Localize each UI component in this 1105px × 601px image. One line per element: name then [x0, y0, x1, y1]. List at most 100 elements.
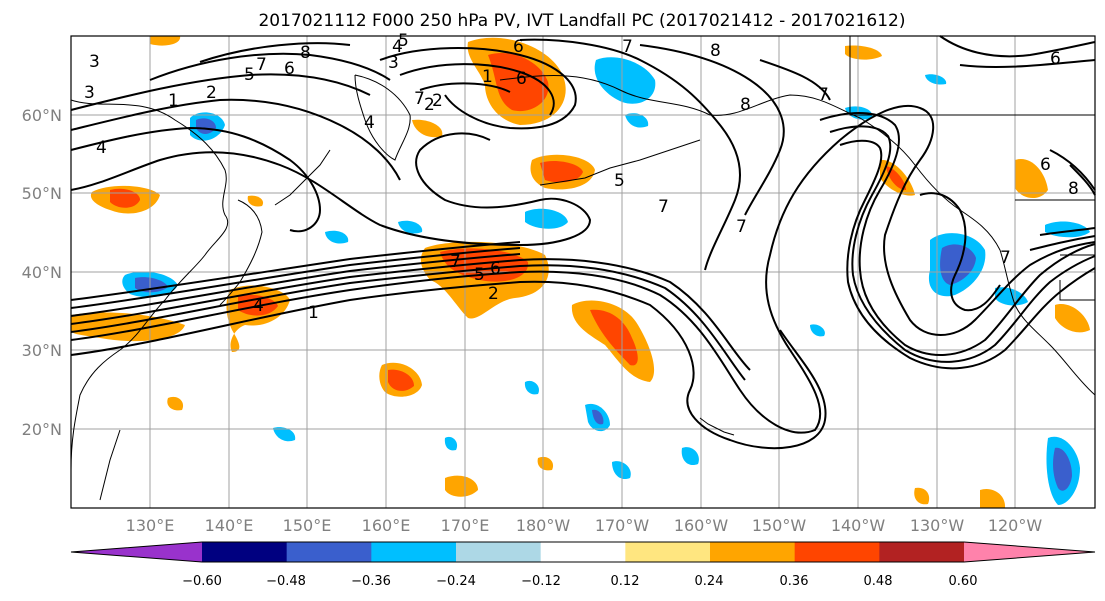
coastline-aleutians: [539, 139, 701, 186]
contour-label: 5: [614, 171, 625, 191]
pv-negative-shade: [398, 220, 423, 234]
lat-tick-label: 60°N: [22, 106, 62, 125]
pv-positive-shade: [980, 488, 1006, 508]
contour-label: 7: [658, 197, 669, 217]
contour-label: 3: [388, 53, 399, 73]
contour-line: [819, 112, 1096, 356]
contour-label: 6: [284, 59, 295, 79]
colorbar-tick-label: −0.12: [521, 574, 561, 589]
lon-tick-label: 130°E: [126, 516, 175, 535]
contour-label: 2: [488, 284, 499, 304]
pv-negative-shade: [612, 461, 631, 480]
contour-label: 7: [622, 37, 633, 57]
colorbar-tick-label: 0.12: [611, 574, 640, 589]
pv-negative-shade: [594, 57, 656, 104]
coastline-kuril-islands: [274, 149, 331, 206]
colorbar-segment: [710, 542, 796, 562]
contour-line: [70, 241, 521, 301]
contour-label: 7: [256, 55, 267, 75]
pv-negative-core: [592, 409, 604, 425]
colorbar-tick-labels: −0.60 −0.48 −0.36 −0.24 −0.12 0.12 0.24 …: [182, 574, 977, 589]
coastline-philippines: [99, 429, 121, 501]
map-frame: [70, 35, 1096, 509]
contour-label: 8: [710, 41, 721, 61]
pv-positive-shade: [412, 119, 443, 138]
contour-line: [1029, 235, 1096, 251]
pv-positive-shade: [247, 195, 264, 207]
contour-label: 2: [424, 95, 435, 115]
contour-label: 4: [253, 296, 264, 316]
contour-line: [70, 264, 746, 381]
pv-positive-shade: [150, 36, 181, 46]
pv-positive-core: [540, 161, 583, 183]
contour-line: [519, 38, 741, 271]
figure-title: 2017021112 F000 250 hPa PV, IVT Landfall…: [258, 11, 905, 31]
colorbar-tick-label: 0.36: [780, 574, 809, 589]
pv-positive-shade: [845, 45, 882, 60]
contour-label: 7: [736, 217, 747, 237]
contour-line: [70, 98, 401, 181]
border-line: [1059, 280, 1095, 301]
coastline-asia: [70, 99, 228, 471]
lon-tick-label: 160°E: [362, 516, 411, 535]
contour-label: 2: [206, 83, 217, 103]
pv-positive-core: [886, 166, 906, 190]
contour-line: [70, 253, 521, 317]
contour-label: 7: [414, 89, 425, 109]
contour-label: 8: [1068, 179, 1079, 199]
contour-line: [1039, 227, 1096, 236]
lat-tick-label: 30°N: [22, 341, 62, 360]
lat-tick-label: 40°N: [22, 263, 62, 282]
lon-tick-label: 130°W: [910, 516, 965, 535]
contour-line: [419, 82, 511, 93]
contour-label: 5: [474, 265, 485, 285]
lat-tick-label: 20°N: [22, 420, 62, 439]
ivt-contours: [70, 35, 1096, 450]
colorbar-segment: [625, 542, 711, 562]
lat-tick-labels: 60°N 50°N 40°N 30°N 20°N: [22, 106, 62, 439]
colorbar-tick-label: 0.60: [949, 574, 978, 589]
pv-negative-shade: [925, 74, 947, 85]
contour-label: 6: [1050, 49, 1061, 69]
colorbar-segment: [456, 542, 542, 562]
contour-label: 6: [490, 259, 501, 279]
contour-label: 3: [89, 52, 100, 72]
contour-line: [70, 258, 751, 371]
contour-labels: 8 7 6 5 4 3 2 1 4 7 8 6 7 6 5 2 1 7 6 5 …: [84, 31, 1079, 323]
contour-label: 4: [96, 138, 107, 158]
contour-line: [70, 73, 371, 111]
pv-positive-shade: [537, 456, 554, 471]
colorbar-segment: [540, 542, 626, 562]
coastline-japan: [219, 199, 263, 306]
border-line: [849, 36, 1095, 116]
colorbar-segment: [879, 542, 965, 562]
colorbar-tick-label: −0.24: [436, 574, 476, 589]
pv-positive-shade: [1015, 159, 1048, 199]
lon-tick-label: 150°W: [752, 516, 807, 535]
colorbar-segment: [202, 542, 288, 562]
pv-positive-core: [388, 369, 414, 391]
pv-positive-shade: [914, 487, 930, 505]
pv-negative-shade: [625, 113, 649, 128]
contour-label: 7: [1000, 248, 1011, 268]
pv-positive-shade: [167, 396, 184, 411]
contour-label: 6: [1040, 155, 1051, 175]
contour-label: 8: [300, 43, 311, 63]
colorbar-tick-label: 0.24: [695, 574, 724, 589]
lon-tick-label: 150°E: [283, 516, 332, 535]
colorbar: −0.60 −0.48 −0.36 −0.24 −0.12 0.12 0.24 …: [70, 541, 1096, 589]
lat-tick-label: 50°N: [22, 184, 62, 203]
pv-negative-shade: [444, 436, 458, 451]
colorbar-tick-label: 0.48: [864, 574, 893, 589]
contour-line: [399, 63, 555, 116]
pv-negative-shade: [810, 324, 825, 337]
colorbar-outline: [70, 541, 1096, 563]
pv-positive-core: [590, 309, 638, 366]
coastline-alaska: [499, 75, 1001, 251]
lon-tick-label: 160°W: [674, 516, 729, 535]
contour-line: [199, 42, 351, 63]
pv-negative-shade: [995, 287, 1028, 306]
contour-label: 7: [450, 252, 461, 272]
colorbar-segments: [70, 541, 1096, 563]
